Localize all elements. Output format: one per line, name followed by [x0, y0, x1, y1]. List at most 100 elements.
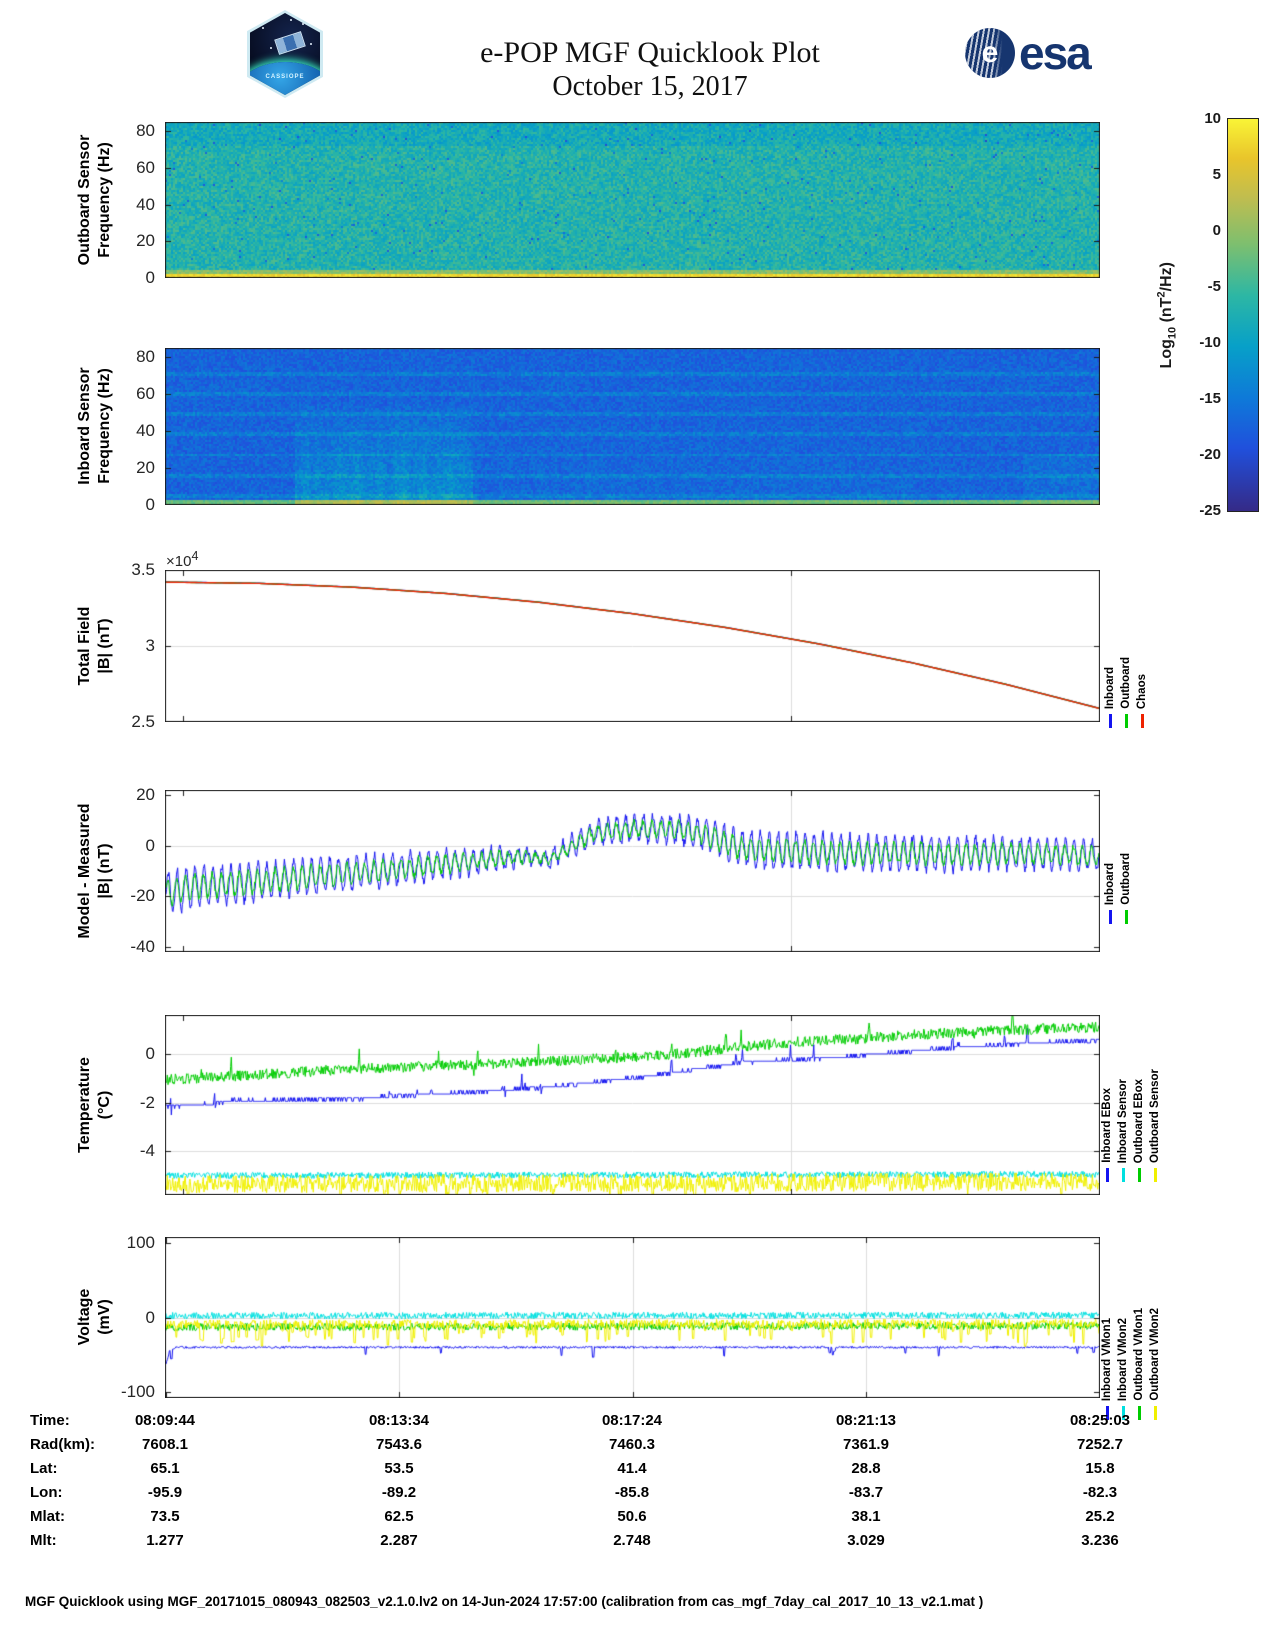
table-cell: 7460.3: [609, 1436, 655, 1453]
table-cell: 08:13:34: [368, 1412, 430, 1429]
table-cell: 65.1: [150, 1460, 180, 1477]
model-measured-legend: Inboard Outboard: [1103, 772, 1134, 924]
table-cell: 50.6: [617, 1508, 647, 1525]
legend-swatch: [1154, 1406, 1157, 1420]
table-cell: 1.277: [146, 1532, 184, 1549]
p2-ytick: 60: [136, 384, 155, 403]
table-cell: 7543.6: [376, 1436, 422, 1453]
table-cell: -95.9: [147, 1484, 183, 1501]
p2-ytick: 40: [136, 421, 155, 440]
table-cell: -82.3: [1082, 1484, 1118, 1501]
p4-ytick: -40: [130, 937, 155, 956]
table-cell: 41.4: [617, 1460, 647, 1477]
table-cell: 28.8: [851, 1460, 881, 1477]
total-field-exponent: ×104: [166, 549, 199, 570]
p6-ytick: 0: [145, 1308, 155, 1327]
colorbar-tick: -10: [1199, 334, 1221, 351]
provenance-footer: MGF Quicklook using MGF_20171015_080943_…: [25, 1594, 984, 1609]
legend-swatch: [1138, 1406, 1141, 1420]
cassiope-patch-art: CASSIOPE: [250, 13, 320, 95]
legend-label: Outboard: [1120, 853, 1132, 905]
legend-label: Chaos: [1136, 673, 1148, 709]
legend-label: Inboard: [1104, 666, 1116, 709]
p2-ytick: 0: [145, 495, 155, 514]
p3-ytick: 2.5: [131, 712, 155, 731]
p1-ytick: 20: [136, 231, 155, 250]
p4-ytick: -20: [130, 886, 155, 905]
legend-label: Inboard VMon2: [1117, 1317, 1129, 1401]
satellite-icon: [274, 31, 306, 55]
legend-label: Inboard VMon1: [1101, 1317, 1113, 1401]
table-cell: 15.8: [1085, 1460, 1115, 1477]
page-title: e-POP MGF Quicklook Plot: [480, 36, 820, 69]
p1-ytick: 0: [145, 268, 155, 287]
model-measured-canvas: [165, 790, 1100, 952]
legend-swatch: [1125, 714, 1128, 728]
legend-swatch: [1106, 1168, 1109, 1182]
legend-swatch: [1141, 714, 1144, 728]
table-cell: 08:21:13: [835, 1412, 897, 1429]
table-row-label-lat: Lat:: [30, 1460, 58, 1477]
legend-entry-outboard-ebox: Outboard EBox: [1132, 1079, 1147, 1182]
colorbar-tick: -15: [1199, 390, 1221, 407]
table-cell: 73.5: [150, 1508, 180, 1525]
legend-label: Outboard VMon1: [1133, 1308, 1145, 1401]
table-row-label-rad: Rad(km):: [30, 1436, 96, 1453]
p6-ytick: 100: [126, 1233, 155, 1252]
table-cell: 38.1: [851, 1508, 881, 1525]
legend-swatch: [1122, 1168, 1125, 1182]
legend-swatch: [1138, 1168, 1141, 1182]
legend-label: Inboard Sensor: [1117, 1078, 1129, 1163]
table-row-label-lon: Lon:: [30, 1484, 63, 1501]
legend-swatch: [1109, 714, 1112, 728]
temperature-canvas: [165, 1015, 1100, 1195]
colorbar-tick: -20: [1199, 446, 1221, 463]
table-cell: -89.2: [381, 1484, 417, 1501]
legend-label: Outboard VMon2: [1149, 1308, 1161, 1401]
esa-logo: e esa: [965, 26, 1092, 80]
patch-mission-name: CASSIOPE: [265, 73, 305, 80]
p4-ytick: 0: [145, 836, 155, 855]
legend-label: Outboard Sensor: [1149, 1069, 1161, 1163]
outboard-spectrogram-canvas: [165, 122, 1100, 278]
voltage-canvas: [165, 1237, 1100, 1398]
legend-entry-outboard-sensor: Outboard Sensor: [1148, 1069, 1163, 1182]
total-field-legend: Inboard Outboard Chaos: [1103, 596, 1150, 728]
legend-entry-outboard: Outboard: [1119, 657, 1134, 728]
colorbar-tick: -25: [1199, 502, 1221, 519]
legend-swatch: [1154, 1168, 1157, 1182]
legend-label: Outboard EBox: [1133, 1078, 1145, 1163]
esa-globe-icon: e: [965, 28, 1015, 78]
table-row-label-mlat: Mlat:: [30, 1508, 65, 1525]
total-field-canvas: [165, 570, 1100, 722]
p1-ytick: 60: [136, 158, 155, 177]
legend-label: Outboard: [1120, 657, 1132, 709]
legend-swatch: [1122, 1406, 1125, 1420]
legend-entry-inboard-vmon2: Inboard VMon2: [1116, 1318, 1131, 1420]
page-title-block: e-POP MGF Quicklook Plot October 15, 201…: [350, 36, 950, 104]
legend-entry-inboard-sensor: Inboard Sensor: [1116, 1079, 1131, 1182]
p5-ytick: -2: [139, 1093, 155, 1112]
colorbar-tick: 0: [1212, 222, 1221, 239]
legend-entry-chaos: Chaos: [1135, 674, 1150, 728]
temperature-legend: Inboard EBox Inboard Sensor Outboard EBo…: [1100, 1030, 1163, 1182]
voltage-legend: Inboard VMon1 Inboard VMon2 Outboard VMo…: [1100, 1266, 1163, 1420]
legend-entry-inboard: Inboard: [1103, 667, 1118, 728]
table-cell: 25.2: [1085, 1508, 1115, 1525]
table-cell: 62.5: [384, 1508, 414, 1525]
table-cell: 08:09:44: [134, 1412, 196, 1429]
p3-ytick: 3: [145, 636, 155, 655]
table-cell: 7608.1: [142, 1436, 188, 1453]
legend-entry-outboard: Outboard: [1119, 853, 1134, 924]
table-row-label-mlt: Mlt:: [30, 1532, 57, 1549]
page-date: October 15, 2017: [552, 71, 748, 102]
p5-ytick: 0: [145, 1044, 155, 1063]
table-cell: 3.029: [847, 1532, 885, 1549]
table-cell: -83.7: [848, 1484, 884, 1501]
table-cell: 7252.7: [1077, 1436, 1123, 1453]
table-cell: 08:25:03: [1069, 1412, 1131, 1429]
p3-ytick: 3.5: [131, 560, 155, 579]
table-cell: 7361.9: [843, 1436, 889, 1453]
legend-swatch: [1109, 910, 1112, 924]
